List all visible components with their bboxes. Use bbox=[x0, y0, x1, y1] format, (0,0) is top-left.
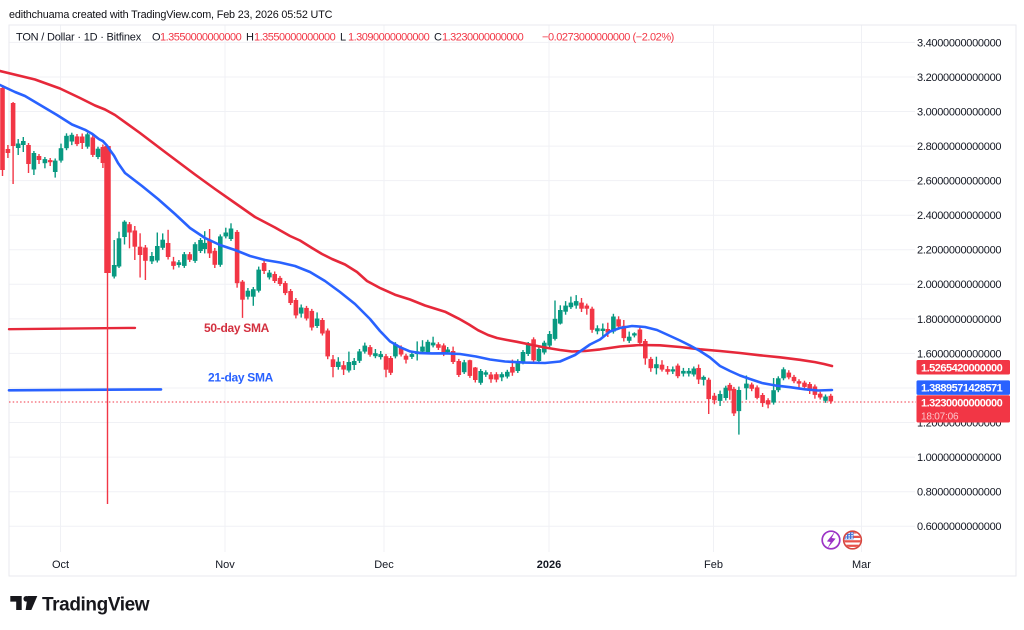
svg-text:TradingView: TradingView bbox=[42, 595, 150, 616]
svg-text:TON / Dollar · 1D · Bitfinex: TON / Dollar · 1D · Bitfinex bbox=[16, 32, 142, 44]
svg-text:−0.0273000000000 (−2.02%): −0.0273000000000 (−2.02%) bbox=[542, 32, 674, 44]
svg-text:1.3230000000000: 1.3230000000000 bbox=[921, 397, 1003, 409]
svg-text:Mar: Mar bbox=[852, 559, 871, 571]
svg-text:edithchuama created with Tradi: edithchuama created with TradingView.com… bbox=[9, 9, 333, 21]
svg-text:1.5265420000000: 1.5265420000000 bbox=[921, 362, 1003, 374]
svg-text:3.0000000000000: 3.0000000000000 bbox=[917, 106, 1001, 118]
svg-text:3.2000000000000: 3.2000000000000 bbox=[917, 72, 1001, 84]
svg-text:1.3090000000000: 1.3090000000000 bbox=[348, 32, 430, 44]
svg-text:2026: 2026 bbox=[537, 559, 561, 571]
svg-text:Nov: Nov bbox=[215, 559, 235, 571]
svg-text:0.6000000000000: 0.6000000000000 bbox=[917, 521, 1001, 533]
svg-text:21-day SMA: 21-day SMA bbox=[208, 371, 274, 385]
svg-text:1.8000000000000: 1.8000000000000 bbox=[917, 314, 1001, 326]
svg-text:18:07:06: 18:07:06 bbox=[921, 411, 959, 422]
svg-text:O: O bbox=[152, 32, 161, 44]
svg-text:Feb: Feb bbox=[704, 559, 723, 571]
svg-text:C: C bbox=[434, 32, 442, 44]
svg-text:1.6000000000000: 1.6000000000000 bbox=[917, 348, 1001, 360]
svg-text:1.0000000000000: 1.0000000000000 bbox=[917, 452, 1001, 464]
svg-text:1.3550000000000: 1.3550000000000 bbox=[254, 32, 336, 44]
svg-text:1.3889571428571: 1.3889571428571 bbox=[921, 383, 1003, 395]
svg-text:0.8000000000000: 0.8000000000000 bbox=[917, 487, 1001, 499]
svg-text:2.4000000000000: 2.4000000000000 bbox=[917, 210, 1001, 222]
svg-text:2.0000000000000: 2.0000000000000 bbox=[917, 279, 1001, 291]
svg-text:L: L bbox=[340, 32, 346, 44]
svg-text:1.3550000000000: 1.3550000000000 bbox=[160, 32, 242, 44]
svg-text:3.4000000000000: 3.4000000000000 bbox=[917, 37, 1001, 49]
svg-text:Dec: Dec bbox=[374, 559, 394, 571]
svg-text:H: H bbox=[246, 32, 254, 44]
svg-text:Oct: Oct bbox=[52, 559, 69, 571]
svg-text:2.6000000000000: 2.6000000000000 bbox=[917, 176, 1001, 188]
svg-text:2.8000000000000: 2.8000000000000 bbox=[917, 141, 1001, 153]
svg-text:1.3230000000000: 1.3230000000000 bbox=[442, 32, 524, 44]
svg-text:2.2000000000000: 2.2000000000000 bbox=[917, 245, 1001, 257]
svg-text:50-day SMA: 50-day SMA bbox=[204, 321, 270, 335]
